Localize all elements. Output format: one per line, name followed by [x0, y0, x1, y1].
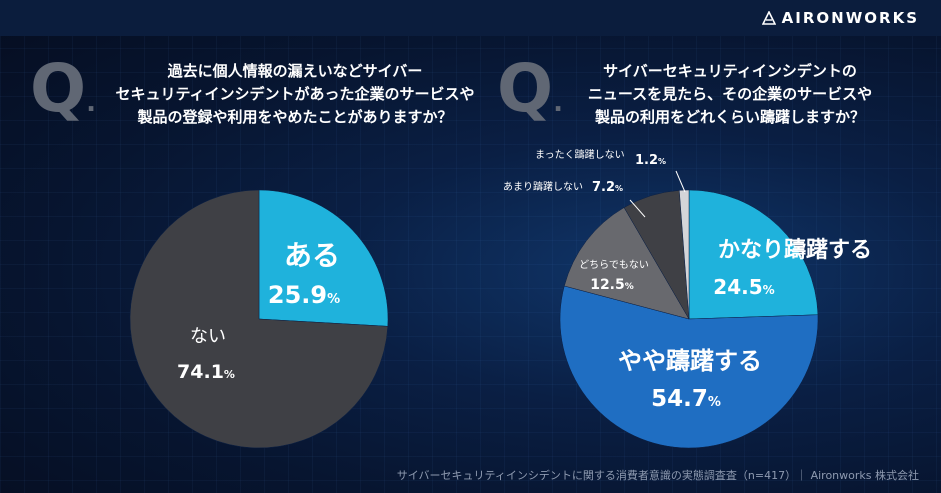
brand-name: AIRONWORKS [781, 9, 919, 27]
right-label-amari: あまり躊躇しない 7.2% [503, 180, 646, 218]
left-q-dot: . [86, 88, 96, 118]
slice-value-unit: % [625, 282, 634, 292]
slice-value-number: 24.5 [713, 275, 762, 299]
right-label-mattaku: まったく躊躇しない 1.2% [535, 148, 686, 193]
right-pie-slice-0 [688, 189, 819, 320]
left-label-aru: ある 25.9% [268, 239, 340, 309]
right-q-dot: . [553, 88, 563, 118]
slice-label-amari: あまり躊躇しない [503, 180, 583, 193]
slice-value-number: 25.9 [268, 281, 327, 309]
slice-value-number: 1.2 [635, 153, 658, 168]
right-q-letter: Q [497, 50, 554, 127]
slice-value-unit: % [763, 283, 775, 297]
right-label-yaya: やや躊躇する 54.7% [618, 347, 762, 412]
left-q-letter: Q [30, 50, 87, 127]
slice-value-mattaku: 1.2% [635, 153, 666, 168]
leader-line-amari [629, 199, 646, 218]
right-label-dochira: どちらでもない 12.5% [579, 259, 649, 293]
right-pie-slice-2 [563, 207, 690, 320]
left-question-line: セキュリティインシデントがあった企業のサービスや [115, 85, 475, 103]
slice-value-unit: % [708, 395, 721, 410]
left-question: 過去に個人情報の漏えいなどサイバー セキュリティインシデントがあった企業のサービ… [105, 60, 485, 129]
left-label-nai: ない 74.1% [177, 326, 235, 383]
right-pie-slice-1 [559, 285, 819, 449]
right-question: サイバーセキュリティインシデントの ニュースを見たら、その企業のサービスや 製品… [555, 60, 905, 129]
slice-value-number: 54.7 [651, 386, 708, 412]
footer-source: サイバーセキュリティインシデントに関する消費者意識の実態調査査（n=417）｜ … [396, 469, 919, 482]
slice-label-kanari: かなり躊躇する [718, 238, 872, 263]
left-pie-slice-1 [129, 189, 389, 449]
right-q-mark: Q. [497, 56, 563, 122]
slice-label-mattaku: まったく躊躇しない [535, 148, 625, 161]
left-pie-slice-0 [258, 189, 389, 327]
top-bar: AIRONWORKS [0, 0, 941, 36]
slice-value-nai: 74.1% [177, 361, 235, 383]
aironworks-logo-icon [761, 11, 776, 25]
slice-value-number: 7.2 [592, 180, 615, 195]
slice-value-number: 12.5 [590, 277, 625, 293]
slice-value-unit: % [224, 368, 235, 381]
right-question-line: ニュースを見たら、その企業のサービスや [587, 85, 873, 103]
slice-value-number: 74.1 [177, 361, 224, 383]
slice-label-aru: ある [284, 239, 340, 272]
leader-line-mattaku [675, 170, 686, 193]
left-pie-chart [129, 189, 389, 449]
slice-label-yaya: やや躊躇する [618, 347, 762, 375]
right-pie-chart [559, 189, 819, 449]
left-question-line: 製品の登録や利用をやめたことがありますか？ [137, 108, 453, 126]
left-q-mark: Q. [30, 56, 96, 122]
slice-value-unit: % [615, 184, 623, 193]
slice-value-yaya: 54.7% [651, 386, 721, 412]
right-question-line: 製品の利用をどれくらい躊躇しますか？ [594, 108, 865, 126]
brand-logo: AIRONWORKS [761, 9, 919, 27]
right-question-line: サイバーセキュリティインシデントの [603, 62, 857, 80]
slice-label-dochira: どちらでもない [579, 259, 649, 271]
right-label-kanari: かなり躊躇する 24.5% [713, 238, 872, 299]
slice-value-kanari: 24.5% [713, 275, 774, 299]
slice-value-unit: % [327, 292, 340, 307]
slice-value-dochira: 12.5% [590, 277, 634, 293]
slice-label-nai: ない [190, 326, 226, 347]
slice-value-unit: % [658, 157, 666, 166]
left-question-line: 過去に個人情報の漏えいなどサイバー [167, 62, 423, 80]
slice-value-aru: 25.9% [268, 281, 340, 309]
slice-value-amari: 7.2% [592, 180, 623, 195]
